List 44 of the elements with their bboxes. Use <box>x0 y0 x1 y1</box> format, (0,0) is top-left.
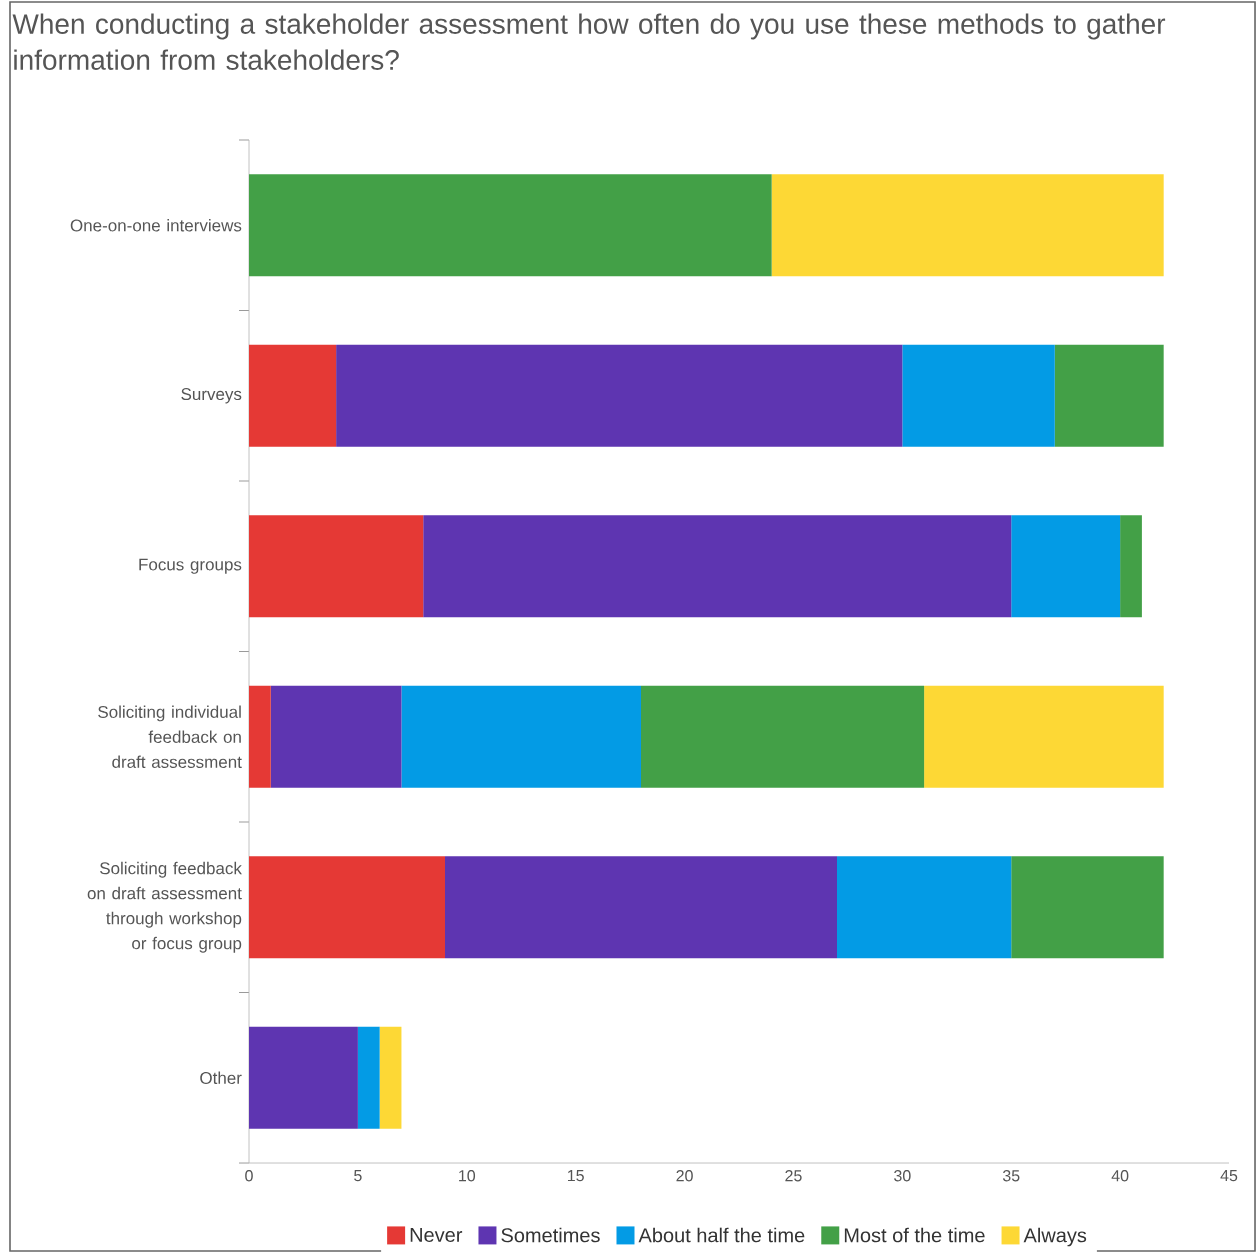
legend-label: About half the time <box>638 1227 805 1243</box>
bar <box>1011 515 1121 618</box>
bar <box>771 174 1164 277</box>
y-tick-label: Surveys <box>181 388 242 404</box>
bar <box>249 1026 358 1129</box>
bar <box>357 1026 380 1129</box>
y-tick-label: One-on-one interviews <box>70 219 242 232</box>
legend-label: Sometimes <box>501 1227 600 1243</box>
bar <box>445 856 837 959</box>
bar <box>249 344 337 447</box>
bar <box>401 685 642 788</box>
bar <box>249 174 772 277</box>
bar <box>1011 856 1164 959</box>
x-tick-label: 5 <box>354 1170 362 1182</box>
bar <box>1054 344 1164 447</box>
bar <box>270 685 402 788</box>
chart-title: When conducting a stakeholder assessment how often do you use these methods to gather information from stakeholders? <box>12 13 1166 70</box>
x-tick-label: 20 <box>676 1170 693 1182</box>
x-tick-label: 30 <box>894 1170 911 1182</box>
bar <box>924 685 1164 788</box>
y-tick-label: Soliciting individual feedback on draft assessment <box>98 705 242 768</box>
y-tick-label: Other <box>200 1071 242 1084</box>
x-tick-label: 35 <box>1002 1170 1020 1182</box>
bar <box>379 1026 402 1129</box>
bar <box>902 344 1055 447</box>
bar <box>249 856 445 959</box>
x-tick-label: 45 <box>1220 1170 1238 1182</box>
x-tick-label: 0 <box>245 1170 253 1182</box>
bar <box>1120 515 1142 618</box>
x-tick-label: 15 <box>568 1170 584 1182</box>
legend-label: Most of the time <box>844 1227 985 1243</box>
y-tick-label: Focus groups <box>139 558 242 574</box>
bar <box>837 856 1012 959</box>
bar <box>249 515 424 618</box>
bar <box>641 685 925 788</box>
bar <box>249 685 271 788</box>
bar <box>423 515 1012 618</box>
legend-label: Never <box>410 1228 463 1242</box>
bar <box>336 344 903 447</box>
x-tick-label: 10 <box>459 1170 476 1182</box>
y-tick-label: Soliciting feedback on draft assessment through workshop or focus group <box>87 861 242 953</box>
legend-label: Always <box>1023 1227 1087 1247</box>
x-tick-label: 40 <box>1111 1170 1129 1182</box>
x-tick-label: 25 <box>785 1170 802 1182</box>
